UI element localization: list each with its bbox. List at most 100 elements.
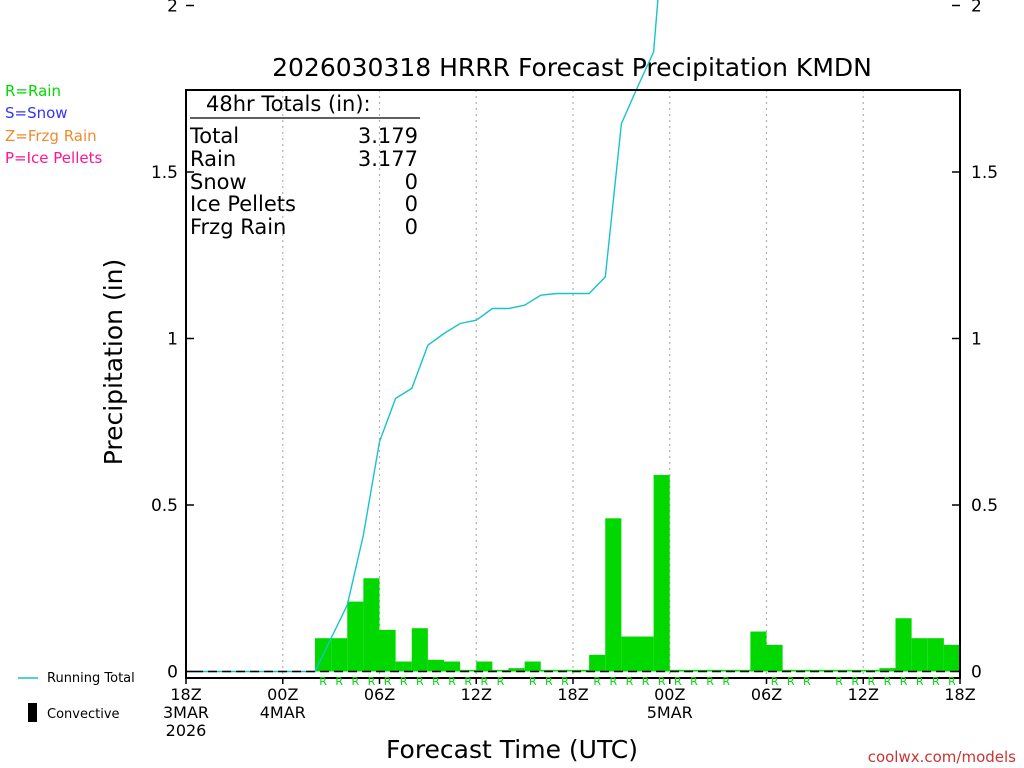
precip-bar [911,638,928,672]
legend-frzg-rain: Z=Frzg Rain [5,127,97,145]
x-tick-label: 12Z [848,685,879,704]
totals-value-ice-pellets: 0 [405,192,418,216]
totals-value-snow: 0 [405,170,418,194]
running-total-legend-label: Running Total [47,671,135,686]
x-tick-label: 5MAR [647,703,693,722]
precip-bar [734,669,751,672]
rain-marker: R [609,675,617,688]
rain-marker: R [803,675,811,688]
x-tick-label: 18Z [170,685,201,704]
rain-marker: R [884,675,892,688]
rain-marker: R [368,675,376,688]
precip-bar [831,669,848,672]
legend-ice-pellets: P=Ice Pellets [5,149,102,167]
y-tick-label-right: 2 [971,0,982,17]
rain-marker: R [319,675,327,688]
totals-value-rain: 3.177 [358,147,418,171]
rain-marker: R [867,675,875,688]
rain-marker: R [480,675,488,688]
hourly-precip-bars [315,475,960,672]
rain-marker: R [593,675,601,688]
y-tick-label-right: 0.5 [971,496,998,516]
precip-bar [814,669,831,672]
y-axis-label: Precipitation (in) [99,259,128,466]
rain-marker: R [351,675,359,688]
precip-bar [750,631,767,672]
y-tick-label-left: 2 [167,0,178,17]
precip-bar [492,669,509,672]
precip-bar [702,669,719,672]
rain-marker: R [529,675,537,688]
series-legend: Running Total Convective [18,671,135,722]
precip-bar [653,475,670,672]
precip-bar [395,661,412,672]
x-tick-label: 18Z [944,685,975,704]
precip-bar [895,618,912,672]
rain-marker: R [642,675,650,688]
rain-marker: R [497,675,505,688]
precip-bar [411,628,428,672]
precip-bar [331,638,348,672]
precip-type-legend: R=Rain S=Snow Z=Frzg Rain P=Ice Pellets [5,82,102,167]
precip-bar [427,659,444,672]
totals-box: 48hr Totals (in): Total 3.179 Rain 3.177… [189,92,420,239]
rain-marker: R [658,675,666,688]
precip-bar [573,669,590,672]
precip-bar [798,669,815,672]
rain-marker: R [335,675,343,688]
precip-bar [782,669,799,672]
y-tick-label-left: 1 [167,330,178,350]
precip-bar [540,669,557,672]
x-tick-label: 4MAR [260,703,306,722]
precip-bar [879,668,896,672]
x-tick-label: 3MAR [163,703,209,722]
totals-label-rain: Rain [190,147,236,171]
x-tick-label: 12Z [461,685,492,704]
precip-bar [476,661,493,672]
totals-label-snow: Snow [190,170,247,194]
rain-marker: R [787,675,795,688]
y-tick-label-left: 0 [167,663,178,683]
precip-bar [524,661,541,672]
rain-marker: R [432,675,440,688]
credit-text: coolwx.com/models [868,748,1016,766]
precip-bar [460,669,477,672]
rain-marker: R [948,675,956,688]
rain-marker: R [722,675,730,688]
precip-bar [863,669,880,672]
precip-bar [444,661,461,672]
y-tick-label-right: 1.5 [971,163,998,183]
x-tick-label: 2026 [166,721,207,740]
totals-label-total: Total [189,124,239,148]
y-tick-label-right: 0 [971,663,982,683]
convective-swatch [28,703,37,722]
precip-bar [508,668,525,672]
totals-label-ice-pellets: Ice Pellets [190,192,296,216]
y-tick-label-left: 0.5 [151,496,178,516]
rain-marker: R [900,675,908,688]
rain-marker: R [690,675,698,688]
x-tick-label: 18Z [557,685,588,704]
rain-marker: R [416,675,424,688]
x-tick-label: 00Z [267,685,298,704]
legend-snow: S=Snow [5,104,68,122]
precip-bar [379,629,396,672]
rain-marker: R [384,675,392,688]
precip-bar [556,669,573,672]
x-tick-label: 06Z [751,685,782,704]
precip-bar [347,601,364,672]
rain-marker: R [545,675,553,688]
precip-bar [927,638,944,672]
rain-marker: R [851,675,859,688]
totals-value-total: 3.179 [358,124,418,148]
precip-bar [605,518,622,672]
totals-label-frzg-rain: Frzg Rain [190,215,286,239]
rain-marker: R [464,675,472,688]
y-tick-label-right: 1 [971,330,982,350]
precip-bar [847,669,864,672]
convective-legend-label: Convective [47,707,120,722]
